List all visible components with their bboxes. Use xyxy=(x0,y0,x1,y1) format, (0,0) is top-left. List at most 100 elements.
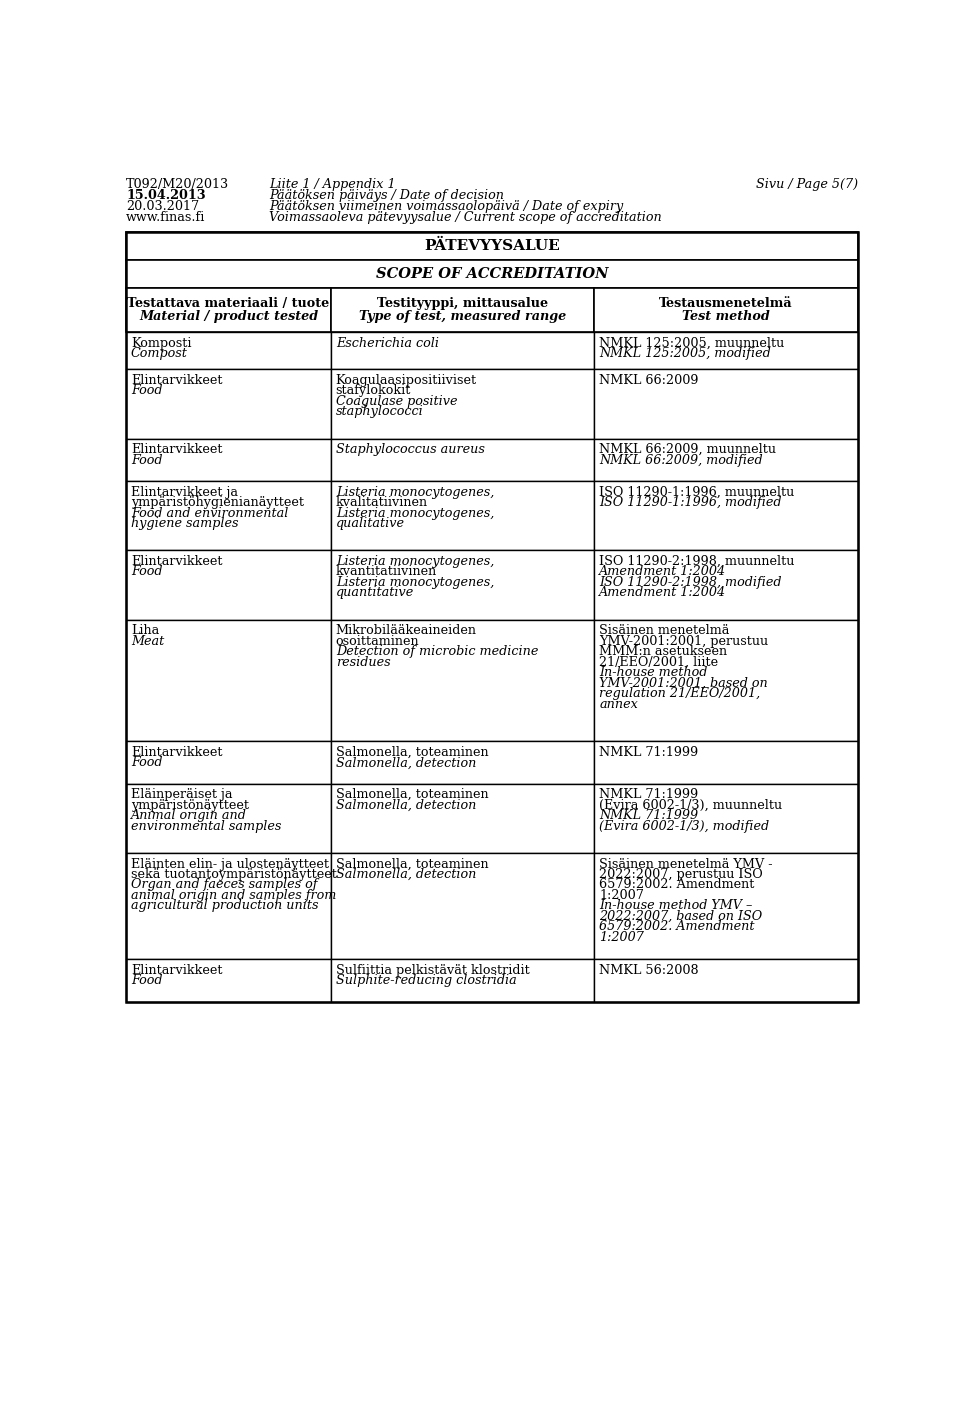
Bar xyxy=(331,481,594,550)
Text: Meat: Meat xyxy=(131,634,164,648)
Bar xyxy=(126,960,331,1002)
Text: 15.04.2013: 15.04.2013 xyxy=(126,189,205,202)
Text: NMKL 71:1999: NMKL 71:1999 xyxy=(599,788,698,801)
Text: Salmonella, toteaminen: Salmonella, toteaminen xyxy=(336,857,489,870)
Text: Päätöksen viimeinen voimassaolopäivä / Date of expiry: Päätöksen viimeinen voimassaolopäivä / D… xyxy=(269,201,623,213)
Text: osoittaminen: osoittaminen xyxy=(336,634,420,648)
Text: NMKL 56:2008: NMKL 56:2008 xyxy=(599,964,699,976)
Text: NMKL 66:2009, modified: NMKL 66:2009, modified xyxy=(599,453,762,467)
Text: ympäristönäytteet: ympäristönäytteet xyxy=(131,798,249,812)
Text: Salmonella, detection: Salmonella, detection xyxy=(336,798,476,812)
Text: Listeria monocytogenes,: Listeria monocytogenes, xyxy=(336,575,494,589)
Text: YMV-2001:2001, perustuu: YMV-2001:2001, perustuu xyxy=(599,634,768,648)
Text: 21/EEO/2001, liite: 21/EEO/2001, liite xyxy=(599,655,718,669)
Text: Listeria monocytogenes,: Listeria monocytogenes, xyxy=(336,556,494,568)
Text: Elintarvikkeet: Elintarvikkeet xyxy=(131,375,223,387)
Bar xyxy=(126,288,331,333)
Text: MMM:n asetukseen: MMM:n asetukseen xyxy=(599,645,727,658)
Text: Eläinten elin- ja ulostenäytteet: Eläinten elin- ja ulostenäytteet xyxy=(131,857,329,870)
Bar xyxy=(331,853,594,960)
Text: Organ and faeces samples of: Organ and faeces samples of xyxy=(131,878,318,891)
Text: Amendment 1:2004: Amendment 1:2004 xyxy=(599,586,726,599)
Bar xyxy=(126,853,331,960)
Text: Sulphite-reducing clostridia: Sulphite-reducing clostridia xyxy=(336,974,516,988)
Text: 1:2007: 1:2007 xyxy=(599,932,644,944)
Bar xyxy=(594,439,858,481)
Text: agricultural production units: agricultural production units xyxy=(131,899,319,912)
Bar xyxy=(126,550,331,620)
Text: Elintarvikkeet: Elintarvikkeet xyxy=(131,556,223,568)
Text: Salmonella, toteaminen: Salmonella, toteaminen xyxy=(336,788,489,801)
Text: 2022:2007, perustuu ISO: 2022:2007, perustuu ISO xyxy=(599,868,763,881)
Bar xyxy=(126,369,331,439)
Text: Testattava materiaali / tuote: Testattava materiaali / tuote xyxy=(128,296,329,310)
Text: Elintarvikkeet: Elintarvikkeet xyxy=(131,443,223,456)
Text: NMKL 66:2009: NMKL 66:2009 xyxy=(599,375,699,387)
Bar xyxy=(126,481,331,550)
Text: PÄTEVYYSALUE: PÄTEVYYSALUE xyxy=(424,239,560,253)
Bar xyxy=(126,620,331,741)
Bar xyxy=(594,550,858,620)
Text: Type of test, measured range: Type of test, measured range xyxy=(359,310,566,324)
Bar xyxy=(126,784,331,853)
Text: regulation 21/EEO/2001,: regulation 21/EEO/2001, xyxy=(599,687,760,700)
Text: Food: Food xyxy=(131,565,162,578)
Text: In-house method: In-house method xyxy=(599,666,708,679)
Bar xyxy=(126,741,331,784)
Text: 6579:2002. Amendment: 6579:2002. Amendment xyxy=(599,878,755,891)
Bar xyxy=(594,620,858,741)
Text: Voimassaoleva pätevyysalue / Current scope of accreditation: Voimassaoleva pätevyysalue / Current sco… xyxy=(269,212,661,224)
Text: Staphylococcus aureus: Staphylococcus aureus xyxy=(336,443,485,456)
Text: In-house method YMV –: In-house method YMV – xyxy=(599,899,753,912)
Text: Food: Food xyxy=(131,756,162,769)
Text: quantitative: quantitative xyxy=(336,586,414,599)
Text: stafylokokit: stafylokokit xyxy=(336,384,411,397)
Text: staphylococci: staphylococci xyxy=(336,405,423,418)
Text: ISO 11290-1:1996, muunneltu: ISO 11290-1:1996, muunneltu xyxy=(599,485,794,498)
Bar xyxy=(331,369,594,439)
Text: Mikrobilääkeaineiden: Mikrobilääkeaineiden xyxy=(336,624,477,637)
Text: Testityyppi, mittausalue: Testityyppi, mittausalue xyxy=(377,296,548,310)
Text: Salmonella, detection: Salmonella, detection xyxy=(336,868,476,881)
Text: www.finas.fi: www.finas.fi xyxy=(126,212,205,224)
Text: Päätöksen päiväys / Date of decision: Päätöksen päiväys / Date of decision xyxy=(269,189,504,202)
Text: Food and environmental: Food and environmental xyxy=(131,506,288,519)
Text: SCOPE OF ACCREDITATION: SCOPE OF ACCREDITATION xyxy=(375,267,609,281)
Bar xyxy=(331,960,594,1002)
Text: Sisäinen menetelmä YMV -: Sisäinen menetelmä YMV - xyxy=(599,857,773,870)
Text: Food: Food xyxy=(131,384,162,397)
Bar xyxy=(126,260,858,288)
Text: NMKL 125:2005, modified: NMKL 125:2005, modified xyxy=(599,348,771,361)
Text: environmental samples: environmental samples xyxy=(131,819,281,832)
Text: NMKL 71:1999: NMKL 71:1999 xyxy=(599,746,698,759)
Bar xyxy=(126,333,331,369)
Text: Sisäinen menetelmä: Sisäinen menetelmä xyxy=(599,624,730,637)
Bar xyxy=(594,369,858,439)
Text: NMKL 71:1999: NMKL 71:1999 xyxy=(599,810,698,822)
Text: Test method: Test method xyxy=(683,310,770,324)
Text: NMKL 125:2005, muunneltu: NMKL 125:2005, muunneltu xyxy=(599,337,784,349)
Bar xyxy=(594,333,858,369)
Text: NMKL 66:2009, muunneltu: NMKL 66:2009, muunneltu xyxy=(599,443,776,456)
Text: 6579:2002. Amendment: 6579:2002. Amendment xyxy=(599,920,755,933)
Text: ISO 11290-2:1998, muunneltu: ISO 11290-2:1998, muunneltu xyxy=(599,556,795,568)
Text: annex: annex xyxy=(599,697,638,710)
Bar xyxy=(331,620,594,741)
Text: Elintarvikkeet: Elintarvikkeet xyxy=(131,964,223,976)
Text: YMV-2001:2001, based on: YMV-2001:2001, based on xyxy=(599,676,768,690)
Text: Food: Food xyxy=(131,453,162,467)
Text: Compost: Compost xyxy=(131,348,188,361)
Text: Koagulaasipositiiviset: Koagulaasipositiiviset xyxy=(336,375,477,387)
Bar xyxy=(331,288,594,333)
Text: sekä tuotantoympäristönäytteet: sekä tuotantoympäristönäytteet xyxy=(131,868,337,881)
Text: ISO 11290-1:1996, modified: ISO 11290-1:1996, modified xyxy=(599,497,781,509)
Text: Salmonella, toteaminen: Salmonella, toteaminen xyxy=(336,746,489,759)
Text: Elintarvikkeet ja: Elintarvikkeet ja xyxy=(131,485,238,498)
Bar xyxy=(331,439,594,481)
Text: ISO 11290-2:1998, modified: ISO 11290-2:1998, modified xyxy=(599,575,781,589)
Bar xyxy=(331,784,594,853)
Text: T092/M20/2013: T092/M20/2013 xyxy=(126,178,229,191)
Text: Escherichia coli: Escherichia coli xyxy=(336,337,439,349)
Bar xyxy=(594,741,858,784)
Bar xyxy=(331,550,594,620)
